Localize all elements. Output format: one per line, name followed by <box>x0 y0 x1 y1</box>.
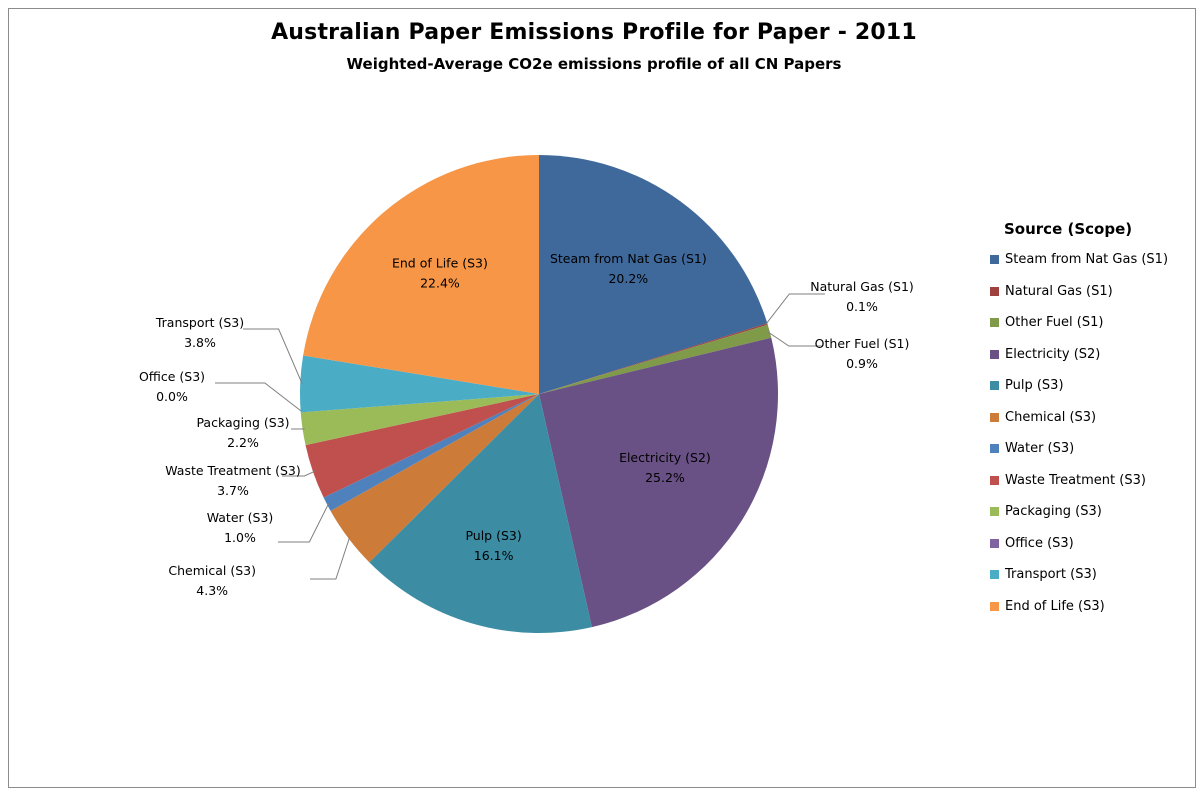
slice-group-pulp-s3: Pulp (S3) 16.1% <box>369 394 592 633</box>
slice-label-electricity-s2: Electricity (S2) <box>619 450 711 465</box>
pie-slice-end-of-life-s3 <box>303 155 539 394</box>
legend-title: Source (Scope) <box>1004 220 1133 238</box>
slice-label-natural-gas-s1: Natural Gas (S1) <box>810 279 914 294</box>
slice-group-steam-from-nat-gas-s1: Steam from Nat Gas (S1) 20.2% <box>539 155 768 394</box>
slice-group-end-of-life-s3: End of Life (S3) 22.4% <box>303 155 539 394</box>
legend-swatch-packaging-s3 <box>990 507 999 517</box>
slice-group-transport-s3: Transport (S3) 3.8% <box>155 315 539 413</box>
slice-value-natural-gas-s1: 0.1% <box>846 299 878 314</box>
legend-label-waste-treatment-s3: Waste Treatment (S3) <box>1005 472 1146 488</box>
slice-label-pulp-s3: Pulp (S3) <box>465 528 521 543</box>
legend-label-end-of-life-s3: End of Life (S3) <box>1005 598 1105 614</box>
legend-swatch-steam-from-nat-gas-s1 <box>990 255 999 265</box>
slice-value-electricity-s2: 25.2% <box>645 470 685 485</box>
legend-swatch-pulp-s3 <box>990 381 999 391</box>
legend-label-other-fuel-s1: Other Fuel (S1) <box>1005 315 1104 331</box>
legend-label-natural-gas-s1: Natural Gas (S1) <box>1005 283 1113 299</box>
legend-items: Steam from Nat Gas (S1) Natural Gas (S1) O… <box>990 244 1168 622</box>
legend-label-transport-s3: Transport (S3) <box>1005 567 1097 583</box>
slice-value-packaging-s3: 2.2% <box>227 435 259 450</box>
pie-slice-electricity-s2 <box>539 337 778 628</box>
leader-line-chemical-s3 <box>310 536 351 580</box>
slice-label-office-s3: Office (S3) <box>139 369 205 384</box>
legend-item-packaging-s3: Packaging (S3) <box>990 496 1168 528</box>
legend-label-office-s3: Office (S3) <box>1005 535 1074 551</box>
legend-item-steam-from-nat-gas-s1: Steam from Nat Gas (S1) <box>990 244 1168 276</box>
leader-line-water-s3 <box>278 503 330 543</box>
pie-slice-packaging-s3 <box>300 394 539 446</box>
slice-value-steam-from-nat-gas-s1: 20.2% <box>608 271 648 286</box>
leader-line-waste-treatment-s3 <box>282 470 316 477</box>
legend-item-waste-treatment-s3: Waste Treatment (S3) <box>990 465 1168 497</box>
slice-group-other-fuel-s1: Other Fuel (S1) 0.9% <box>539 324 910 394</box>
legend-label-packaging-s3: Packaging (S3) <box>1005 504 1102 520</box>
slice-label-steam-from-nat-gas-s1: Steam from Nat Gas (S1) <box>550 251 707 266</box>
legend-item-end-of-life-s3: End of Life (S3) <box>990 591 1168 623</box>
legend-label-water-s3: Water (S3) <box>1005 441 1075 457</box>
slice-label-end-of-life-s3: End of Life (S3) <box>392 255 488 270</box>
slice-group-chemical-s3: Chemical (S3) 4.3% <box>168 394 539 598</box>
slice-label-packaging-s3: Packaging (S3) <box>196 415 289 430</box>
legend-label-pulp-s3: Pulp (S3) <box>1005 378 1064 394</box>
slice-label-transport-s3: Transport (S3) <box>155 315 244 330</box>
legend-label-electricity-s2: Electricity (S2) <box>1005 346 1101 362</box>
legend-label-steam-from-nat-gas-s1: Steam from Nat Gas (S1) <box>1005 252 1169 268</box>
pie-slice-chemical-s3 <box>330 394 539 563</box>
pie-slice-steam-from-nat-gas-s1 <box>539 155 768 394</box>
legend-item-pulp-s3: Pulp (S3) <box>990 370 1168 402</box>
legend-item-chemical-s3: Chemical (S3) <box>990 402 1168 434</box>
legend: Source (Scope) Steam from Nat Gas (S1) Na… <box>990 220 1168 622</box>
legend-item-natural-gas-s1: Natural Gas (S1) <box>990 276 1168 308</box>
legend-item-office-s3: Office (S3) <box>990 528 1168 560</box>
slice-group-natural-gas-s1: Natural Gas (S1) 0.1% <box>539 279 914 394</box>
pie-slice-transport-s3 <box>300 355 539 413</box>
pie-slice-other-fuel-s1 <box>539 324 772 394</box>
pie-slice-natural-gas-s1 <box>539 323 768 394</box>
slice-group-water-s3: Water (S3) 1.0% <box>207 394 539 545</box>
leader-line-natural-gas-s1 <box>765 293 825 325</box>
slice-value-chemical-s3: 4.3% <box>196 583 228 598</box>
legend-swatch-chemical-s3 <box>990 412 999 422</box>
slice-group-packaging-s3: Packaging (S3) 2.2% <box>196 394 539 450</box>
legend-swatch-office-s3 <box>990 538 999 548</box>
legend-swatch-water-s3 <box>990 444 999 454</box>
slice-value-pulp-s3: 16.1% <box>474 548 514 563</box>
slice-group-office-s3: Office (S3) 0.0% <box>139 369 304 413</box>
slice-label-waste-treatment-s3: Waste Treatment (S3) <box>165 463 301 478</box>
legend-swatch-end-of-life-s3 <box>990 601 999 611</box>
slice-label-water-s3: Water (S3) <box>207 510 274 525</box>
legend-swatch-electricity-s2 <box>990 349 999 359</box>
legend-swatch-transport-s3 <box>990 570 999 580</box>
slice-label-other-fuel-s1: Other Fuel (S1) <box>815 336 910 351</box>
leader-line-transport-s3 <box>243 328 303 385</box>
legend-item-electricity-s2: Electricity (S2) <box>990 339 1168 371</box>
legend-item-transport-s3: Transport (S3) <box>990 559 1168 591</box>
legend-label-chemical-s3: Chemical (S3) <box>1005 409 1097 425</box>
slice-value-water-s3: 1.0% <box>224 530 256 545</box>
pie-slice-pulp-s3 <box>369 394 592 633</box>
pie-slice-water-s3 <box>323 394 539 511</box>
slice-value-other-fuel-s1: 0.9% <box>846 356 878 371</box>
slice-label-chemical-s3: Chemical (S3) <box>168 563 256 578</box>
legend-swatch-other-fuel-s1 <box>990 318 999 328</box>
slice-value-office-s3: 0.0% <box>156 389 188 404</box>
slice-group-electricity-s2: Electricity (S2) 25.2% <box>539 337 778 628</box>
chart-title: Australian Paper Emissions Profile for P… <box>271 20 917 45</box>
pie-slice-waste-treatment-s3 <box>305 394 539 498</box>
legend-swatch-waste-treatment-s3 <box>990 475 999 485</box>
slice-value-end-of-life-s3: 22.4% <box>420 275 460 290</box>
slice-value-waste-treatment-s3: 3.7% <box>217 483 249 498</box>
leader-line-office-s3 <box>215 382 304 413</box>
chart-subtitle: Weighted-Average CO2e emissions profile … <box>346 55 842 73</box>
legend-item-water-s3: Water (S3) <box>990 433 1168 465</box>
legend-swatch-natural-gas-s1 <box>990 286 999 296</box>
slice-value-transport-s3: 3.8% <box>184 335 216 350</box>
legend-item-other-fuel-s1: Other Fuel (S1) <box>990 307 1168 339</box>
leader-line-other-fuel-s1 <box>767 331 822 347</box>
slice-group-waste-treatment-s3: Waste Treatment (S3) 3.7% <box>165 394 539 498</box>
